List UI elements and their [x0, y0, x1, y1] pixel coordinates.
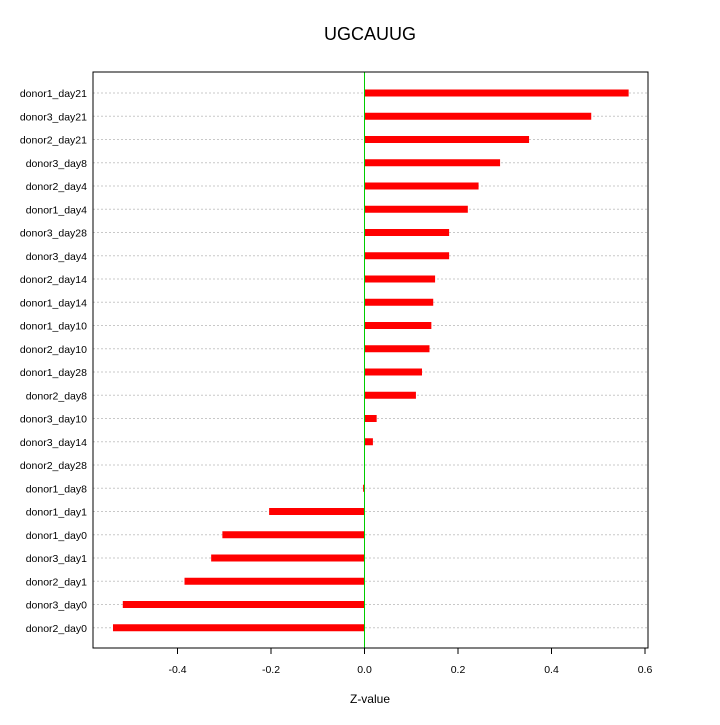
y-tick-label: donor1_day4 [26, 204, 87, 216]
y-tick-label: donor2_day4 [26, 181, 87, 193]
y-tick-label: donor2_day1 [26, 576, 87, 588]
bar-donor2_day10 [364, 345, 430, 353]
bar-donor2_day21 [364, 136, 530, 143]
bar-donor3_day8 [364, 159, 501, 167]
bar-donor2_day14 [364, 275, 436, 283]
y-tick-label: donor3_day0 [26, 600, 87, 612]
y-tick-labels: donor1_day21 donor3_day21 donor2_day21dono… [20, 88, 87, 635]
bar-donor1_day0 [222, 531, 365, 539]
y-tick-label: donor2_day28 [20, 460, 87, 472]
x-axis-label: Z-value [350, 692, 390, 706]
bars-layer [112, 89, 629, 632]
bar-donor1_day21 [364, 89, 629, 97]
bar-donor2_day1 [184, 577, 365, 585]
y-tick-label: donor2_day10 [20, 344, 87, 356]
y-tick-label: donor1_day8 [26, 483, 87, 495]
bar-donor3_day28 [364, 229, 450, 236]
y-tick-label: donor3_day21 [20, 111, 87, 123]
y-tick-label: donor3_day8 [26, 158, 87, 170]
bar-donor3_day0 [122, 601, 365, 608]
y-tick-label: donor1_day10 [20, 321, 87, 333]
y-tick-label: donor2_day21 [20, 135, 87, 147]
y-tick-label: donor1_day1 [26, 507, 87, 519]
bar-donor3_day4 [364, 252, 450, 260]
grid-layer [93, 92, 648, 629]
chart-title: UGCAUUG [324, 24, 416, 44]
bar-donor2_day8 [364, 391, 416, 399]
x-tick-label: 0.2 [451, 664, 466, 676]
y-tick-label: donor1_day14 [20, 297, 87, 309]
y-tick-label: donor1_day21 [20, 88, 87, 100]
bar-donor3_day21 [364, 112, 592, 120]
x-axis: -0.4 -0.2 0.0 0.2 0.4 0.6 [168, 648, 652, 676]
y-tick-label: donor2_day0 [26, 623, 87, 635]
y-tick-label: donor2_day14 [20, 274, 87, 286]
y-tick-label: donor3_day14 [20, 437, 87, 449]
bar-donor1_day10 [364, 322, 432, 329]
bar-donor3_day14 [364, 438, 373, 446]
bar-donor2_day0 [112, 624, 365, 632]
x-tick-label: 0.0 [357, 664, 372, 676]
bar-donor1_day1 [269, 508, 365, 515]
bar-donor3_day10 [364, 415, 377, 422]
x-tick-label: 0.4 [544, 664, 559, 676]
y-tick-label: donor3_day10 [20, 414, 87, 426]
bar-donor1_day14 [364, 298, 434, 306]
bar-donor3_day1 [211, 554, 365, 562]
x-tick-label: 0.6 [638, 664, 653, 676]
y-tick-label: donor1_day28 [20, 367, 87, 379]
x-tick-label: -0.4 [168, 664, 186, 676]
bar-donor2_day4 [364, 182, 479, 190]
bar-donor1_day28 [364, 368, 423, 376]
y-tick-label: donor3_day28 [20, 228, 87, 240]
x-tick-label: -0.2 [262, 664, 280, 676]
y-tick-label: donor1_day0 [26, 530, 87, 542]
y-tick-label: donor3_day1 [26, 553, 87, 565]
plot-frame [92, 71, 649, 649]
y-tick-label: donor3_day4 [26, 251, 87, 263]
bar-donor1_day4 [364, 205, 468, 213]
y-tick-label: donor2_day8 [26, 390, 87, 402]
bar-donor1_day8 [363, 484, 365, 492]
